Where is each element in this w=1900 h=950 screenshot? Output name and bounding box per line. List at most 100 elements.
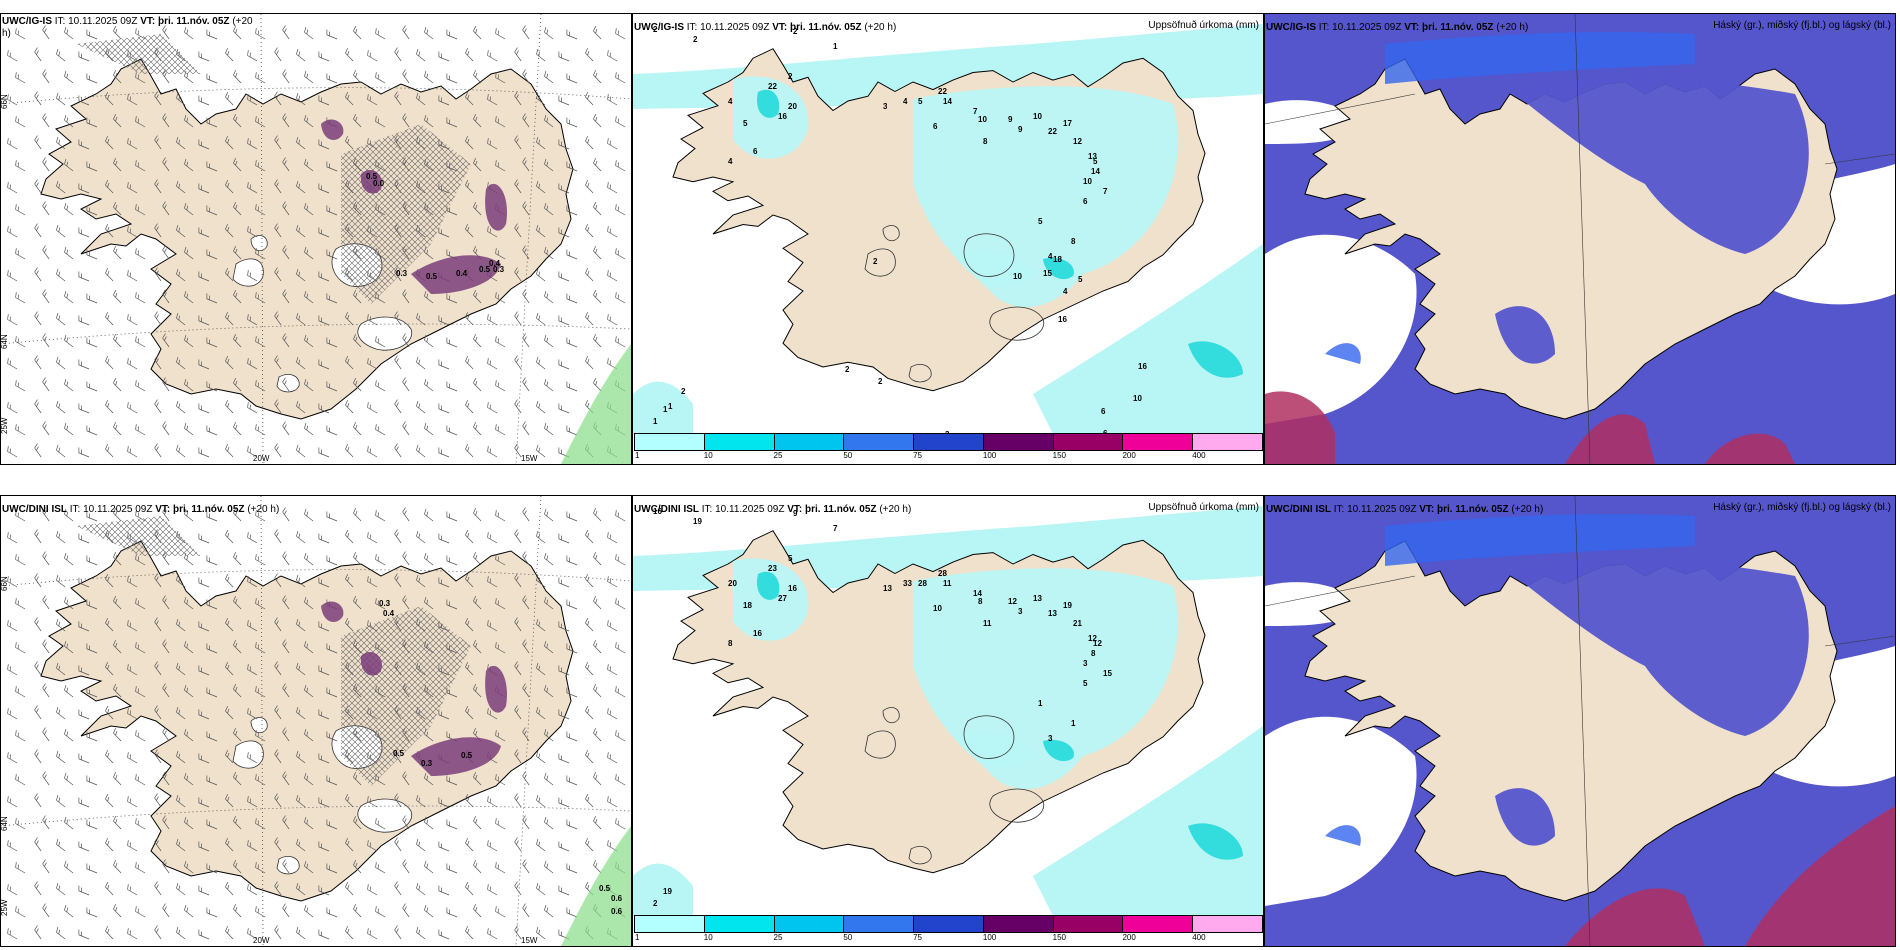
- wind-barb: [274, 355, 282, 370]
- wind-barb: [345, 444, 354, 458]
- wind-barb: [86, 599, 98, 610]
- wind-barb: [514, 443, 522, 458]
- wind-barb: [42, 595, 50, 610]
- glacier-outline: [276, 374, 300, 393]
- wind-barb: [465, 882, 474, 896]
- precip-value-label: 22: [768, 82, 777, 91]
- wind-barb: [495, 642, 506, 654]
- it-value: 10.11.2025 09Z: [68, 16, 138, 27]
- wind-barb: [566, 381, 578, 392]
- wind-barb: [15, 818, 26, 830]
- wind-barb: [585, 136, 594, 150]
- wind-barb: [34, 443, 42, 458]
- wind-barb: [296, 92, 306, 106]
- wind-barb: [198, 271, 210, 282]
- precip-value-label: 2: [653, 899, 658, 908]
- wind-barb: [34, 793, 42, 808]
- wind-barb: [495, 160, 506, 172]
- panel-precip-top: UWC/IG-IS IT: 10.11.2025 09Z VT: þri. 11…: [632, 13, 1264, 465]
- wind-barb: [42, 815, 50, 830]
- wind-barb: [78, 533, 90, 544]
- precip-value-label: 28: [938, 569, 947, 578]
- precip-value-label: 8: [728, 639, 733, 648]
- wind-barb: [86, 687, 98, 698]
- wind-barb: [345, 356, 354, 370]
- wind-barb: [566, 73, 578, 84]
- wind-barb: [318, 447, 330, 458]
- wind-barb: [495, 28, 506, 40]
- wind-barb: [7, 752, 18, 764]
- precip-value-label: 3: [1083, 659, 1088, 668]
- wind-barb: [326, 205, 338, 216]
- wind-barb: [326, 687, 338, 698]
- wind-barb: [255, 598, 266, 610]
- wind-barb: [154, 267, 162, 282]
- wind-barb: [424, 114, 434, 128]
- axis-label: 64N: [1, 816, 9, 831]
- precip-value-label: 1: [668, 402, 673, 411]
- wind-barb: [487, 50, 498, 62]
- wind-barb: [127, 620, 138, 632]
- wind-barb: [255, 906, 266, 918]
- wind-barb: [34, 135, 42, 150]
- wind-barb: [198, 841, 210, 852]
- wind-barb: [536, 268, 546, 282]
- wind-barb: [615, 204, 626, 216]
- wind-barb: [593, 596, 602, 610]
- wind-barb: [402, 507, 410, 522]
- wind-barb: [113, 508, 122, 522]
- wind-barb: [206, 337, 218, 348]
- wind-barb: [522, 727, 530, 742]
- wind-barb: [424, 334, 434, 348]
- wind-barb: [198, 709, 210, 720]
- legend-tick-label: 10: [703, 933, 713, 942]
- wind-barb: [345, 926, 354, 940]
- wind-barb: [15, 204, 26, 216]
- wind-value-label: 0.5: [479, 265, 491, 274]
- wind-barb: [64, 114, 74, 128]
- wind-barb: [367, 94, 378, 106]
- precip-value-label: 2: [845, 365, 850, 374]
- wind-barb: [394, 793, 402, 808]
- wind-barb: [198, 885, 210, 896]
- wind-barb: [593, 158, 602, 172]
- wind-barb: [536, 136, 546, 150]
- wind-barb: [154, 399, 162, 414]
- wind-barb: [64, 26, 74, 40]
- wind-barb: [64, 158, 74, 172]
- wind-barb: [56, 268, 66, 282]
- wind-barb: [135, 818, 146, 830]
- wind-barb: [424, 508, 434, 522]
- wind-barb: [176, 312, 186, 326]
- wind-barb: [64, 860, 74, 874]
- legend-color-box: [913, 915, 984, 933]
- wind-barb: [42, 25, 50, 40]
- wind-barb: [585, 838, 594, 852]
- wind-barb: [296, 574, 306, 588]
- clear-sky: [1265, 716, 1417, 906]
- precip-value-label: 7: [833, 524, 838, 533]
- wind-barb: [566, 687, 578, 698]
- snow-patch: [321, 601, 344, 622]
- vt-value: þri. 11.nóv. 05Z: [1422, 22, 1494, 33]
- wind-barb: [113, 728, 122, 742]
- wind-barb: [282, 551, 290, 566]
- wind-barb: [487, 840, 498, 852]
- wind-barb: [353, 70, 362, 84]
- wind-barb: [345, 838, 354, 852]
- wind-barb: [64, 772, 74, 786]
- wind-barb: [198, 227, 210, 238]
- wind-barb: [282, 377, 290, 392]
- wind-barb: [15, 336, 26, 348]
- legend-tick-label: 100: [982, 933, 997, 942]
- wind-barb: [233, 728, 242, 742]
- wind-barb: [593, 70, 602, 84]
- wind-barb: [487, 94, 498, 106]
- wind-barb: [282, 333, 290, 348]
- wind-barb: [255, 116, 266, 128]
- precip-value-label: 1: [1038, 699, 1043, 708]
- wind-barb: [64, 816, 74, 830]
- wind-barb: [56, 444, 66, 458]
- wind-barb: [154, 661, 162, 676]
